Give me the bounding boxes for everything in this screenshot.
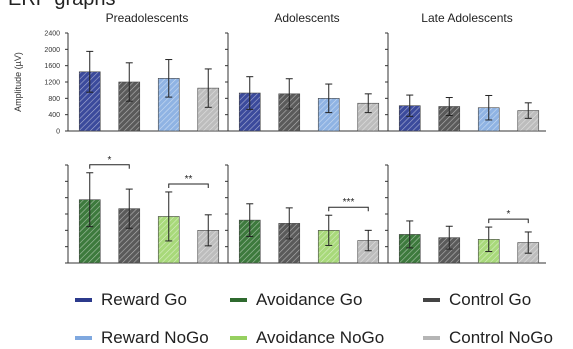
significance-label: ** (185, 174, 193, 185)
legend-label: Control Go (449, 290, 532, 309)
chart-panel-3: Late Adolescents (385, 11, 546, 132)
significance-label: * (507, 209, 511, 220)
panel-title: Adolescents (274, 11, 339, 25)
chart-legend: Reward Go Avoidance Go Control Go Reward… (0, 280, 573, 349)
y-tick-label: 400 (48, 112, 60, 119)
significance-bracket (168, 183, 209, 188)
significance-bracket (488, 218, 529, 224)
legend-item-control-go: Control Go (423, 289, 531, 311)
y-axis-label: Amplitude (µV) (13, 52, 23, 112)
chart-panel-6: * (385, 164, 546, 264)
chart-panel-2: Adolescents (225, 11, 386, 132)
y-tick-label: 1600 (44, 63, 60, 70)
legend-swatch (75, 336, 92, 340)
panel-title: Preadolescents (106, 11, 189, 25)
legend-label: Control NoGo (449, 328, 553, 347)
legend-swatch (423, 336, 440, 340)
legend-swatch (230, 336, 247, 340)
legend-label: Reward Go (101, 290, 187, 309)
significance-label: * (108, 155, 112, 166)
legend-item-reward-nogo: Reward NoGo (75, 327, 209, 349)
legend-item-avoidance-go: Avoidance Go (230, 289, 362, 311)
chart-panel-1: 0 400 800 1200 1600 2000 2400 Amplitude (µV) Pre… (13, 11, 226, 136)
legend-item-control-nogo: Control NoGo (423, 327, 553, 349)
legend-item-avoidance-nogo: Avoidance NoGo (230, 327, 384, 349)
y-tick-label: 0 (56, 129, 60, 136)
legend-label: Avoidance Go (256, 290, 363, 309)
y-tick-label: 2000 (44, 47, 60, 54)
y-tick-label: 800 (48, 96, 60, 103)
significance-bracket (328, 206, 369, 212)
y-tick-label: 1200 (44, 80, 60, 87)
panel-title: Late Adolescents (421, 11, 512, 25)
legend-swatch (423, 298, 440, 302)
chart-panel-5: *** (225, 164, 386, 264)
legend-label: Avoidance NoGo (256, 328, 385, 347)
significance-bracket (89, 164, 130, 169)
significance-label: *** (343, 197, 355, 208)
legend-label: Reward NoGo (101, 328, 209, 347)
legend-swatch (230, 298, 247, 302)
y-tick-label: 2400 (44, 31, 60, 38)
legend-swatch (75, 298, 92, 302)
section-title: ERP graphs (8, 0, 115, 11)
legend-item-reward-go: Reward Go (75, 289, 187, 311)
chart-panel-4: *** (65, 155, 226, 264)
